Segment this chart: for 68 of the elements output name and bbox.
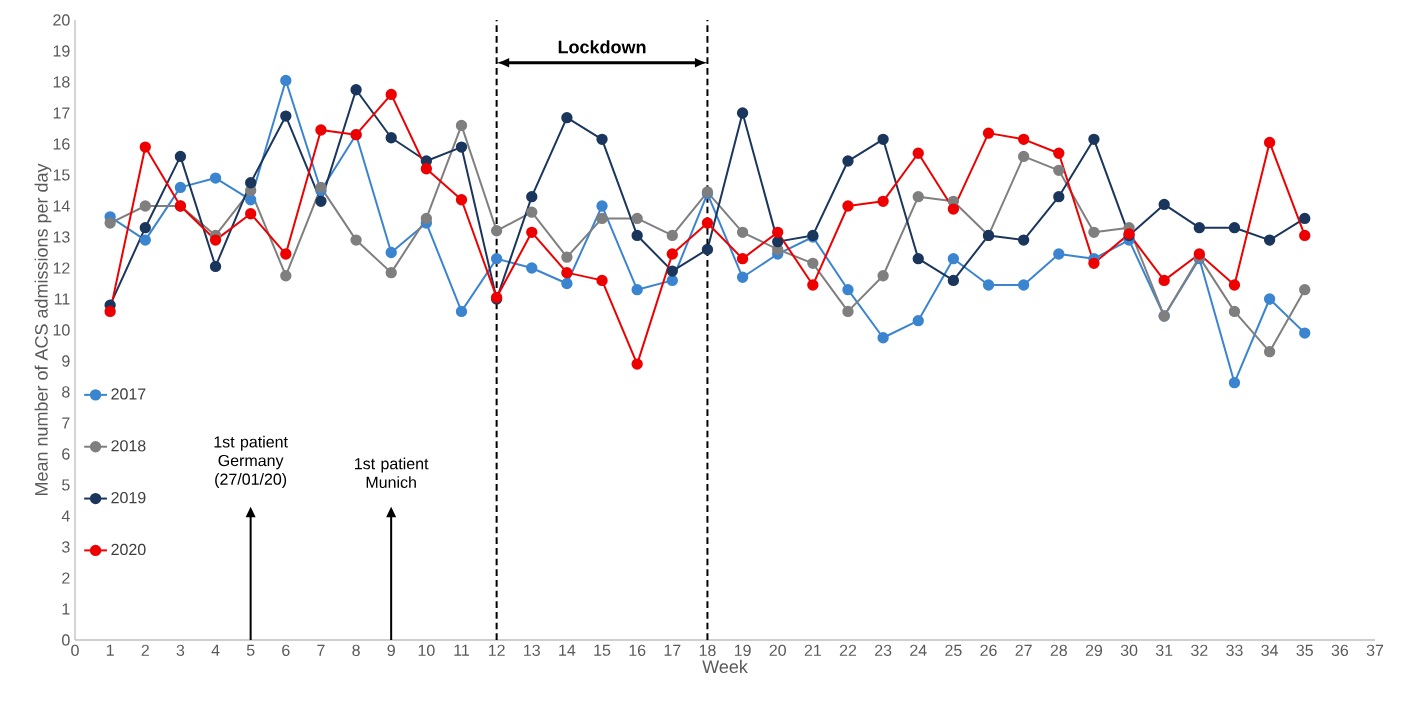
x-tick-label: 6 xyxy=(282,644,290,657)
y-tick-label: 15 xyxy=(53,169,70,181)
legend-label: 2020 xyxy=(111,543,146,556)
x-tick-label: 28 xyxy=(1050,644,1067,657)
x-axis-title: Week xyxy=(702,659,748,674)
y-tick-label: 6 xyxy=(62,448,70,460)
x-tick-label: 8 xyxy=(352,644,360,657)
y-tick-label: 20 xyxy=(53,14,70,26)
x-tick-label: 37 xyxy=(1366,644,1384,657)
y-tick-label: 18 xyxy=(53,76,70,88)
x-tick-label: 10 xyxy=(418,644,435,657)
y-tick-label: 4 xyxy=(61,510,70,522)
x-tick-label: 12 xyxy=(488,644,505,656)
y-tick-label: 2 xyxy=(62,572,70,584)
x-tick-label: 34 xyxy=(1261,644,1279,657)
y-tick-label: 8 xyxy=(62,386,70,398)
x-tick-label: 11 xyxy=(454,644,470,656)
annotation: 1st patient Munich xyxy=(355,457,429,489)
y-axis-title: Mean number of ACS admissions per day xyxy=(34,163,52,496)
y-tick-label: 7 xyxy=(62,417,70,429)
x-tick-label: 16 xyxy=(629,644,646,657)
legend-label: 2018 xyxy=(111,440,146,452)
x-tick-label: 14 xyxy=(559,644,576,656)
y-tick-label: 5 xyxy=(62,479,70,491)
legend-label: 2017 xyxy=(111,388,146,400)
y-tick-label: 16 xyxy=(53,138,70,150)
x-tick-label: 21 xyxy=(804,644,821,656)
x-tick-label: 7 xyxy=(317,644,325,656)
y-tick-label: 19 xyxy=(53,45,70,57)
y-tick-label: 1 xyxy=(62,603,70,615)
y-tick-label: 17 xyxy=(53,107,70,119)
y-tick-label: 10 xyxy=(53,324,70,336)
x-tick-label: 22 xyxy=(839,644,857,656)
y-tick-label: 13 xyxy=(53,231,70,243)
x-tick-label: 23 xyxy=(875,644,892,657)
x-tick-label: 29 xyxy=(1085,644,1103,657)
annotation: 1st patient Germany (27/01/20) xyxy=(214,435,288,489)
x-tick-label: 19 xyxy=(734,644,751,657)
y-tick-label: 12 xyxy=(53,262,70,274)
x-tick-label: 13 xyxy=(524,644,540,657)
x-tick-label: 9 xyxy=(387,644,395,657)
x-tick-label: 25 xyxy=(945,644,962,657)
x-tick-label: 4 xyxy=(211,644,220,656)
x-tick-label: 31 xyxy=(1155,644,1173,657)
x-tick-label: 5 xyxy=(246,644,255,656)
x-tick-label: 3 xyxy=(176,644,185,657)
x-tick-label: 18 xyxy=(699,644,716,657)
legend-label: 2019 xyxy=(111,491,146,504)
x-tick-label: 35 xyxy=(1296,644,1313,657)
x-tick-label: 33 xyxy=(1226,644,1243,657)
annotation: Lockdown xyxy=(558,40,646,54)
y-tick-label: 14 xyxy=(53,200,70,212)
x-tick-label: 2 xyxy=(141,644,149,656)
x-tick-label: 30 xyxy=(1120,644,1138,657)
x-tick-label: 24 xyxy=(910,644,927,656)
x-tick-label: 17 xyxy=(664,644,681,656)
y-tick-label: 9 xyxy=(62,355,70,367)
x-tick-label: 32 xyxy=(1191,644,1208,657)
y-tick-label: 3 xyxy=(62,541,70,553)
y-tick-label: 0 xyxy=(62,634,70,646)
x-tick-label: 20 xyxy=(769,644,786,657)
x-tick-label: 36 xyxy=(1331,644,1349,657)
x-tick-label: 15 xyxy=(594,644,611,656)
y-tick-label: 11 xyxy=(54,293,70,305)
x-tick-label: 0 xyxy=(71,644,79,657)
x-tick-label: 26 xyxy=(980,644,997,657)
x-tick-label: 27 xyxy=(1015,644,1032,656)
x-tick-label: 1 xyxy=(106,644,114,656)
